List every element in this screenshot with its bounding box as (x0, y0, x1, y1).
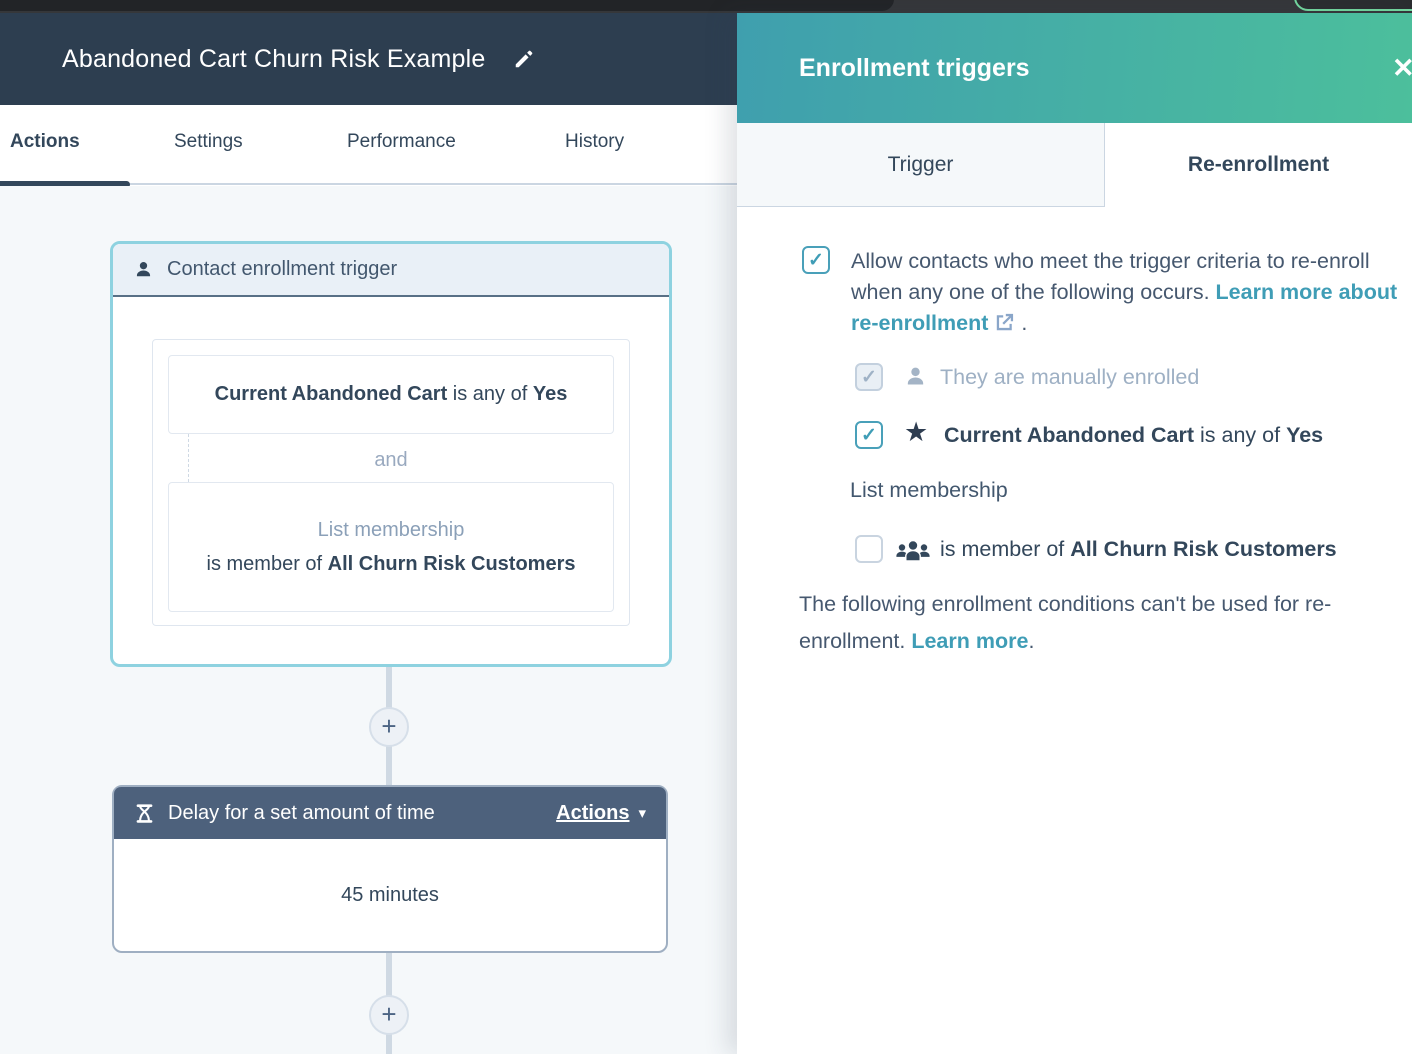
list-member-label: is member of All Churn Risk Customers (940, 537, 1337, 562)
tab-settings[interactable]: Settings (174, 131, 243, 152)
manual-enroll-checkbox: ✓ (855, 363, 883, 391)
tab-track (0, 183, 737, 185)
edit-title-button[interactable] (513, 47, 537, 71)
person-icon (907, 367, 924, 385)
reenrollment-note: The following enrollment conditions can'… (799, 586, 1412, 660)
list-member-checkbox[interactable] (855, 535, 883, 563)
trigger-card-body: Current Abandoned Cart is any of Yes and… (113, 297, 669, 665)
star-icon: ★ (904, 417, 929, 447)
manual-enroll-label: They are manually enrolled (940, 365, 1200, 389)
plus-icon: + (381, 998, 397, 1029)
add-action-button[interactable]: + (369, 995, 409, 1035)
panel-title: Enrollment triggers (799, 53, 1030, 82)
check-icon: ✓ (861, 366, 877, 388)
condition-value: Yes (532, 383, 568, 405)
condition-group: Current Abandoned Cart is any of Yes and… (152, 339, 630, 626)
workflow-tab-bar: Actions Settings Performance History (0, 105, 737, 188)
enrollment-trigger-card[interactable]: Contact enrollment trigger Current Aband… (110, 241, 672, 667)
tab-actions[interactable]: Actions (10, 131, 80, 152)
allow-reenroll-suffix: . (1015, 311, 1028, 335)
browser-top-strip (0, 0, 1412, 13)
condition-property: Current Abandoned Cart (214, 383, 448, 405)
tab-re-enrollment[interactable]: Re-enrollment (1105, 123, 1412, 207)
operator-text: is member of (940, 537, 1071, 561)
tab-history[interactable]: History (565, 131, 625, 152)
allow-reenroll-text: Allow contacts who meet the trigger crit… (851, 246, 1407, 342)
hourglass-icon (136, 803, 153, 823)
condition-operator-text: is any of (447, 383, 533, 405)
list-membership-label: List membership (850, 478, 1008, 502)
abandoned-cart-label: Current Abandoned Cart is any of Yes (944, 423, 1323, 448)
people-group-icon (896, 541, 930, 562)
check-icon: ✓ (861, 424, 877, 446)
panel-header: Enrollment triggers ✕ (737, 13, 1412, 123)
trigger-card-title: Contact enrollment trigger (167, 258, 398, 280)
condition-value: All Churn Risk Customers (327, 552, 576, 575)
allow-reenroll-description: Allow contacts who meet the trigger crit… (851, 249, 1370, 304)
tab-performance[interactable]: Performance (347, 131, 456, 152)
close-icon[interactable]: ✕ (1392, 53, 1412, 83)
add-action-button[interactable]: + (369, 707, 409, 747)
caret-down-icon: ▾ (638, 805, 646, 822)
condition-connector (188, 434, 189, 482)
condition-row[interactable]: Current Abandoned Cart is any of Yes (168, 355, 614, 434)
delay-action-card[interactable]: Delay for a set amount of time Actions ▾… (112, 785, 668, 953)
learn-more-link[interactable]: Learn more (911, 629, 1029, 653)
trigger-card-header: Contact enrollment trigger (113, 244, 669, 297)
list-name: All Churn Risk Customers (1070, 537, 1337, 561)
note-text: The following enrollment conditions can'… (799, 592, 1332, 653)
plus-icon: + (381, 710, 397, 741)
tab-trigger[interactable]: Trigger (737, 123, 1105, 207)
card-actions-menu[interactable]: Actions ▾ (556, 802, 646, 825)
operator-text: is any of (1194, 423, 1287, 447)
workflow-header: Abandoned Cart Churn Risk Example (0, 13, 737, 105)
condition-operator-text: is member of (206, 552, 328, 575)
property-name: Current Abandoned Cart (944, 423, 1195, 447)
delay-card-title: Delay for a set amount of time (168, 801, 435, 824)
abandoned-cart-checkbox[interactable]: ✓ (855, 421, 883, 449)
top-strip-rounded-panel (0, 0, 894, 11)
page-title: Abandoned Cart Churn Risk Example (62, 44, 486, 73)
external-link-icon (994, 311, 1015, 342)
publish-button-fragment[interactable] (1294, 0, 1412, 11)
person-icon (136, 262, 151, 277)
pencil-icon (516, 50, 533, 68)
condition-row[interactable]: List membership is member of All Churn R… (168, 482, 614, 612)
delay-value: 45 minutes (341, 883, 439, 906)
workflow-canvas: Contact enrollment trigger Current Aband… (0, 186, 737, 1054)
note-suffix: . (1028, 629, 1035, 653)
and-operator-label: and (374, 448, 408, 471)
allow-reenroll-checkbox[interactable]: ✓ (802, 246, 830, 274)
property-value: Yes (1286, 423, 1324, 447)
check-icon: ✓ (808, 249, 824, 271)
condition-type-label: List membership (317, 518, 465, 541)
enrollment-triggers-panel: Enrollment triggers ✕ Trigger Re-enrollm… (737, 13, 1412, 1054)
learn-more-reenrollment-link[interactable]: Learn more about re-enrollment (851, 280, 1398, 335)
delay-card-header: Delay for a set amount of time Actions ▾ (114, 787, 666, 839)
active-tab-indicator (0, 181, 130, 188)
panel-tab-bar: Trigger Re-enrollment (737, 123, 1412, 207)
re-enrollment-settings: ✓ Allow contacts who meet the trigger cr… (737, 207, 1412, 1054)
actions-menu-label: Actions (556, 801, 630, 824)
